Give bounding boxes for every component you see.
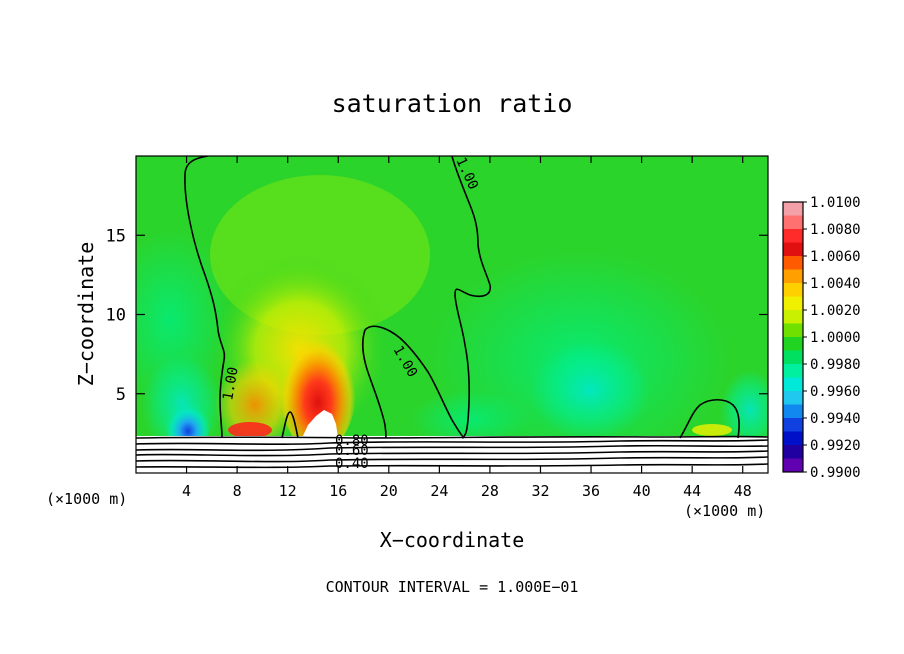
x-tick-label: 36 [582, 482, 600, 500]
x-tick-label: 28 [481, 482, 499, 500]
x-tick-label: 48 [734, 482, 752, 500]
contour-ground-4 [136, 450, 768, 457]
colorbar-label: 1.0000 [810, 330, 861, 346]
colorbar-swatch [783, 229, 803, 243]
x-tick-label: 32 [531, 482, 549, 500]
colorbar-label: 0.9940 [810, 411, 861, 427]
x-axis: 4 8 12 16 20 24 28 32 36 40 44 48 [182, 156, 752, 500]
colorbar-swatch [783, 323, 803, 338]
colorbar-swatch [783, 418, 803, 432]
red-region-core [280, 328, 356, 452]
colorbar: 1.0100 1.0080 1.0060 1.0040 1.0020 1.0000 0.99… [782, 195, 861, 481]
colorbar-label: 0.9960 [810, 384, 861, 400]
x-axis-label: X−coordinate [380, 528, 525, 552]
colorbar-swatch [783, 377, 803, 392]
x-unit-right: (×1000 m) [684, 502, 765, 520]
x-tick-label: 12 [279, 482, 297, 500]
colorbar-label: 1.0020 [810, 303, 861, 319]
white-patch [302, 410, 338, 438]
blue-region-core [164, 392, 212, 448]
contour-ground-2 [136, 439, 768, 445]
y-tick-label: 10 [106, 306, 126, 326]
chart-title: saturation ratio [332, 89, 573, 118]
x-unit-left: (×1000 m) [46, 490, 127, 508]
colorbar-swatch [783, 445, 803, 459]
colorbar-label: 1.0080 [810, 222, 861, 238]
colorbar-swatch [783, 404, 803, 419]
contour-1.00-left [184, 156, 226, 439]
colorbar-swatch [783, 296, 803, 311]
yellow-region-right [692, 424, 732, 436]
contour-1.00-center [364, 325, 465, 439]
contour-ground-1 [136, 435, 768, 439]
contour-1.00-right [679, 398, 740, 439]
contour-label: 0.40 [335, 456, 369, 472]
x-tick-label: 20 [380, 482, 398, 500]
y-axis: 5 10 15 [106, 226, 768, 405]
contour-ground-6 [136, 463, 768, 469]
colorbar-label: 0.9920 [810, 438, 861, 454]
x-tick-label: 24 [430, 482, 448, 500]
colorbar-swatch [783, 458, 803, 473]
colorbar-swatch [783, 256, 803, 270]
colorbar-label: 0.9900 [810, 465, 861, 481]
contour-1.00-small [281, 411, 299, 439]
contour-1.00-mid [451, 156, 492, 439]
colorbar-swatch [783, 364, 803, 378]
contour-label: 0.60 [335, 443, 369, 459]
x-tick-label: 40 [633, 482, 651, 500]
contour-ground-5 [136, 456, 768, 463]
x-tick-label: 8 [233, 482, 242, 500]
colorbar-label: 0.9980 [810, 357, 861, 373]
colorbar-swatch [783, 337, 803, 351]
x-tick-label: 16 [329, 482, 347, 500]
colorbar-swatch [783, 242, 803, 257]
colorbar-swatch [783, 202, 803, 216]
contour-1.00-center-inner [362, 329, 387, 439]
contours [136, 156, 768, 469]
plot-area [136, 156, 768, 473]
contour-label: 1.00 [220, 366, 242, 402]
colorbar-swatch [783, 391, 803, 405]
contour-interval-note: CONTOUR INTERVAL = 1.000E−01 [326, 578, 579, 596]
colorbar-swatch [783, 215, 803, 230]
y-tick-label: 5 [116, 385, 126, 405]
cyan-region-right [530, 340, 650, 440]
colorbar-swatch [783, 269, 803, 284]
y-axis-label: Z−coordinate [74, 242, 98, 387]
colorbar-swatch [783, 431, 803, 446]
cyan-region-far-right [720, 370, 768, 450]
y-tick-label: 15 [106, 226, 126, 246]
contour-ground-3 [136, 444, 768, 452]
contour-label: 0.80 [335, 433, 369, 449]
colorbar-label: 1.0040 [810, 276, 861, 292]
x-tick-label: 4 [182, 482, 191, 500]
colorbar-label: 1.0100 [810, 195, 861, 211]
colorbar-label: 1.0060 [810, 249, 861, 265]
red-region-low [228, 422, 272, 438]
x-tick-label: 44 [683, 482, 701, 500]
colorbar-swatch [783, 283, 803, 297]
colorbar-swatch [783, 310, 803, 324]
lightgreen-region-mid [410, 390, 530, 450]
colorbar-swatch [783, 350, 803, 365]
